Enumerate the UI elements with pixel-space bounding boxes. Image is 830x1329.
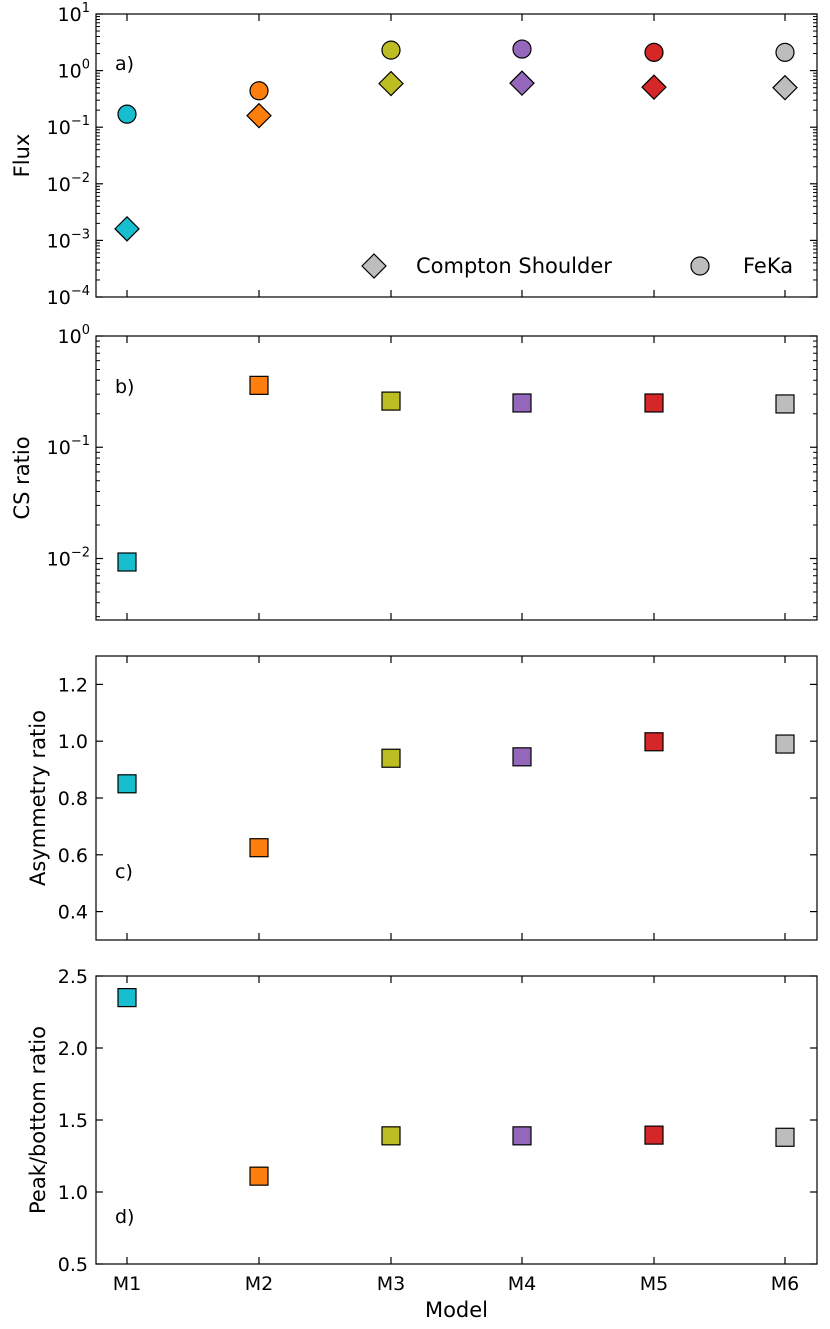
legend-label: FeKa	[743, 254, 793, 278]
panel-tag: b)	[115, 376, 134, 398]
point-a-circle-M3	[381, 40, 401, 60]
y-tick-label: 10−4	[47, 284, 90, 309]
point-d-square-M1	[117, 987, 137, 1008]
point-d-square-M4	[512, 1126, 532, 1146]
y-axis-title: Flux	[10, 134, 34, 178]
x-tick-label: M5	[640, 1273, 668, 1295]
panel-a: 10−4 10−3 10−2 10−1 100 101 Flux a) Compton Shou…	[10, 1, 818, 309]
x-tick-label: M4	[508, 1273, 536, 1295]
legend-label: Compton Shoulder	[416, 254, 612, 278]
point-a-diamond-M4	[509, 70, 535, 97]
y-tick-label: 100	[58, 58, 90, 83]
y-tick-label: 10−2	[47, 171, 90, 196]
point-a-diamond-M1	[114, 215, 140, 242]
point-d-square-M3	[381, 1126, 401, 1146]
y-tick-label: 0.5	[58, 1254, 88, 1276]
panel-tag: c)	[115, 861, 133, 883]
panel-d-frame	[95, 975, 818, 1265]
y-tick-label: 1.2	[58, 674, 88, 696]
panel-b: 10−2 10−1 100 CS ratio b)	[10, 323, 818, 621]
legend-marker-circle	[690, 256, 710, 276]
y-tick-label: 10−2	[47, 545, 90, 570]
y-tick-label: 10−1	[47, 114, 90, 139]
y-tick-label: 1.5	[58, 1110, 88, 1132]
legend: Compton Shoulder FeKa	[361, 253, 793, 279]
point-a-diamond-M3	[378, 70, 404, 97]
y-tick-label: 1.0	[58, 1182, 88, 1204]
point-a-circle-M2	[249, 81, 269, 101]
panel-a-frame	[95, 13, 818, 298]
y-axis-title: Peak/bottom ratio	[26, 1026, 50, 1214]
x-tick-label: M6	[771, 1273, 799, 1295]
point-c-square-M6	[775, 734, 795, 754]
point-b-square-M3	[381, 391, 401, 411]
point-d-square-M6	[775, 1127, 795, 1147]
point-b-square-M4	[512, 393, 532, 413]
panel-b-frame	[95, 335, 818, 621]
x-tick-label: M1	[113, 1273, 141, 1295]
point-a-diamond-M5	[641, 74, 667, 101]
x-tick-label: M2	[245, 1273, 273, 1295]
y-tick-label: 0.6	[58, 845, 88, 867]
legend-marker-diamond	[361, 253, 387, 279]
x-tick-label: M3	[377, 1273, 405, 1295]
panel-c: 0.4 0.6 0.8 1.0 1.2 Asymmetry ratio c)	[26, 655, 818, 941]
point-c-square-M5	[644, 732, 664, 752]
panel-d: 0.5 1.0 1.5 2.0 2.5 Peak/bottom ratio d)	[26, 966, 818, 1276]
point-a-diamond-M6	[772, 74, 798, 101]
point-c-square-M2	[249, 838, 269, 858]
y-axis-title: Asymmetry ratio	[26, 710, 50, 886]
y-tick-label: 0.4	[58, 902, 88, 924]
point-a-circle-M4	[512, 39, 532, 59]
point-a-circle-M6	[775, 42, 795, 62]
panel-tag: d)	[115, 1206, 134, 1228]
point-c-square-M1	[117, 774, 137, 794]
y-tick-label: 2.0	[58, 1038, 88, 1060]
point-b-square-M2	[249, 375, 269, 395]
point-c-square-M4	[512, 747, 532, 767]
point-d-square-M2	[249, 1166, 269, 1186]
point-b-square-M5	[644, 393, 664, 413]
point-b-square-M1	[117, 552, 137, 572]
y-axis-title: CS ratio	[10, 436, 34, 519]
y-tick-label: 2.5	[58, 966, 88, 988]
point-d-square-M5	[644, 1125, 664, 1145]
y-tick-label: 100	[58, 323, 90, 348]
y-tick-label: 101	[58, 1, 90, 26]
point-b-square-M6	[775, 394, 795, 414]
x-axis-title: Model	[425, 1298, 488, 1322]
panel-tag: a)	[115, 53, 134, 75]
point-c-square-M3	[381, 748, 401, 768]
y-tick-label: 10−1	[47, 434, 90, 459]
panel-c-frame	[95, 655, 818, 941]
y-tick-label: 10−3	[47, 227, 90, 252]
point-a-circle-M1	[117, 104, 137, 124]
point-a-circle-M5	[644, 42, 664, 62]
y-tick-label: 1.0	[58, 731, 88, 753]
y-tick-label: 0.8	[58, 788, 88, 810]
point-a-diamond-M2	[246, 102, 272, 129]
